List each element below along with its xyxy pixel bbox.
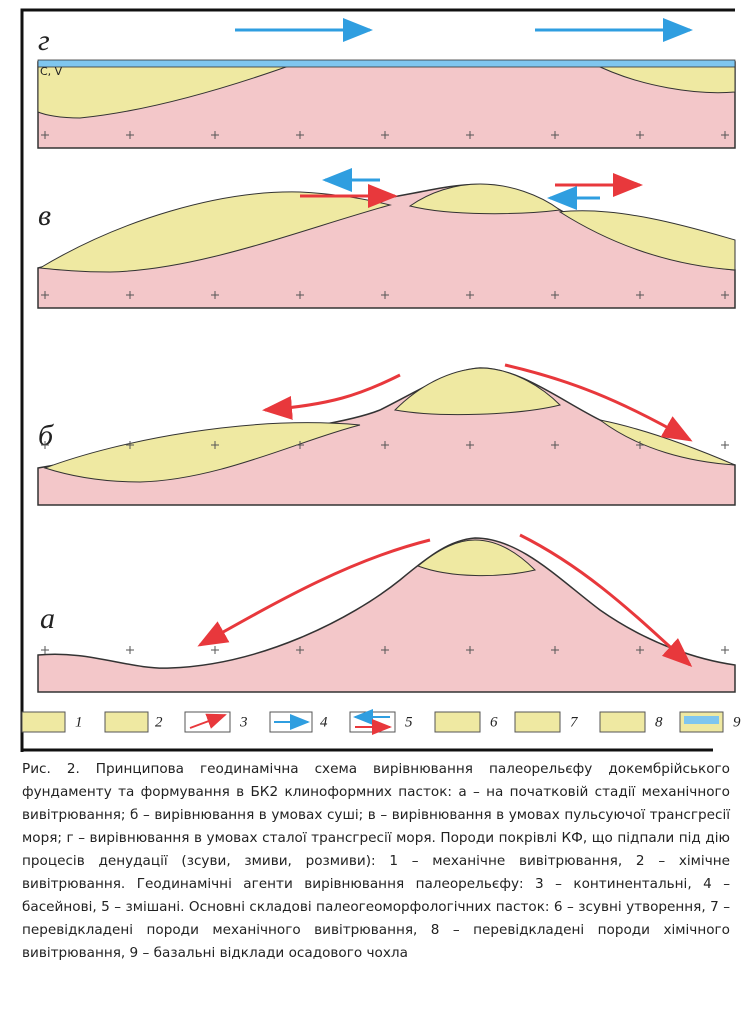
cross-mark xyxy=(636,291,644,299)
cross-mark xyxy=(636,646,644,654)
cross-mark xyxy=(721,131,729,139)
legend-swatch xyxy=(514,711,561,733)
cross-mark xyxy=(211,291,219,299)
cross-mark xyxy=(551,441,559,449)
basement-marks xyxy=(41,131,729,654)
lens xyxy=(43,422,361,483)
legend-number: 1 xyxy=(75,714,83,730)
legend-arrow xyxy=(189,713,227,729)
legend: 1 2 3 4 5 6 7 8 9 xyxy=(21,709,741,735)
legend-number: 3 xyxy=(239,714,248,730)
cross-mark xyxy=(551,291,559,299)
cross-mark xyxy=(296,441,304,449)
cross-mark xyxy=(721,441,729,449)
lens xyxy=(599,419,736,466)
cross-mark xyxy=(466,441,474,449)
legend-swatch xyxy=(349,711,396,733)
cross-mark xyxy=(296,646,304,654)
cross-mark xyxy=(41,646,49,654)
arrow xyxy=(262,373,401,420)
cross-mark xyxy=(296,291,304,299)
cross-mark xyxy=(296,131,304,139)
panel-label: в xyxy=(38,199,51,232)
legend-swatch xyxy=(434,711,481,733)
cross-mark xyxy=(126,646,134,654)
cross-mark xyxy=(126,291,134,299)
legend-number: 4 xyxy=(320,714,328,730)
panel-label: г xyxy=(38,24,50,57)
cross-mark xyxy=(551,646,559,654)
arrow xyxy=(519,533,693,668)
legend-number: 8 xyxy=(655,714,663,730)
legend-number: 6 xyxy=(490,714,498,730)
cross-mark xyxy=(381,131,389,139)
panel-label: б xyxy=(38,419,54,452)
lens xyxy=(589,61,736,94)
basal-layer xyxy=(37,59,736,68)
lens xyxy=(558,210,736,271)
legend-number: 5 xyxy=(405,714,413,730)
cross-mark xyxy=(211,646,219,654)
cross-mark xyxy=(636,131,644,139)
lens xyxy=(408,183,562,215)
cross-mark xyxy=(466,131,474,139)
cross-mark xyxy=(466,646,474,654)
legend-swatch xyxy=(599,711,646,733)
arrow xyxy=(504,363,693,442)
cross-mark xyxy=(551,131,559,139)
legend-number: 2 xyxy=(155,714,163,730)
cross-mark xyxy=(381,441,389,449)
cross-mark xyxy=(41,291,49,299)
lens xyxy=(393,367,561,416)
cross-mark xyxy=(721,291,729,299)
lens xyxy=(37,61,301,119)
cross-mark xyxy=(126,441,134,449)
cross-mark xyxy=(211,441,219,449)
legend-number: 9 xyxy=(733,714,741,730)
cross-mark xyxy=(381,291,389,299)
cross-mark xyxy=(466,291,474,299)
layer-note: C, V xyxy=(40,65,63,78)
figure: г C, V в б а xyxy=(20,8,741,752)
arrow xyxy=(197,538,431,647)
panel-label: а xyxy=(40,602,55,635)
legend-swatch-fill xyxy=(684,716,719,724)
panel-g: г C, V xyxy=(37,18,736,149)
panel-a: а xyxy=(37,533,736,693)
cross-mark xyxy=(211,131,219,139)
cross-mark xyxy=(126,131,134,139)
cross-mark xyxy=(41,131,49,139)
legend-number: 7 xyxy=(570,714,579,730)
panel-v: в xyxy=(37,168,736,309)
cross-mark xyxy=(721,646,729,654)
cross-mark xyxy=(381,646,389,654)
lens xyxy=(417,539,536,577)
frame xyxy=(20,8,735,752)
cross-mark xyxy=(636,441,644,449)
legend-swatch xyxy=(21,711,66,733)
legend-swatch xyxy=(104,711,149,733)
cross-mark xyxy=(41,441,49,449)
caption: Рис. 2. Принципова геодинамічна схема ви… xyxy=(22,761,730,961)
basement xyxy=(37,537,736,693)
panel-b: б xyxy=(37,363,736,506)
